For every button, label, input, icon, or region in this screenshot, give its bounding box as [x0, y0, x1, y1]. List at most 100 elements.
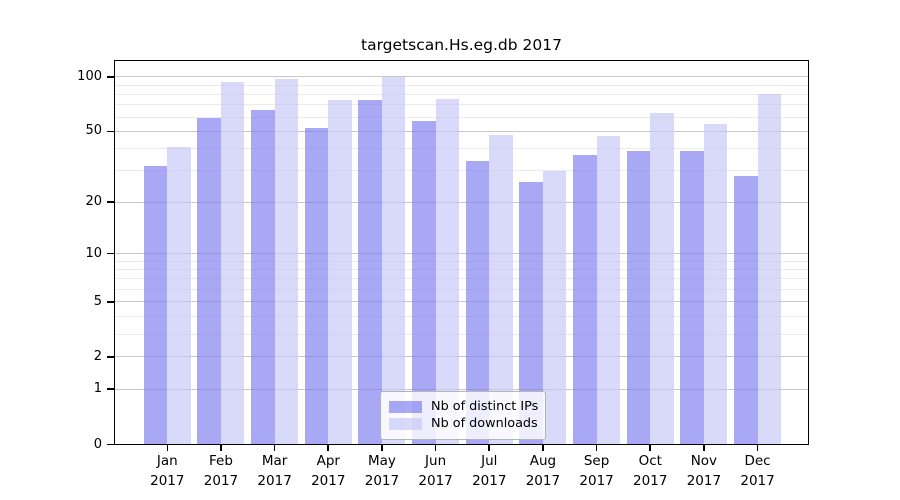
x-tick-label-mar: Mar 2017	[243, 451, 307, 492]
x-label-month: Jan	[156, 452, 178, 469]
legend-label-downloads: Nb of downloads	[431, 416, 538, 431]
x-label-month: Jul	[481, 452, 498, 469]
gridline-minor-60	[114, 116, 809, 118]
gridline-minor-90	[114, 84, 809, 86]
x-label-year: 2017	[364, 473, 400, 489]
x-label-month: Oct	[638, 452, 662, 469]
x-label-year: 2017	[257, 473, 292, 489]
bar-distinct-ips-oct	[626, 150, 651, 445]
gridline-major-50	[114, 130, 809, 132]
x-tick-nov	[703, 445, 705, 451]
bar-downloads-sep	[596, 136, 621, 445]
bar-downloads-may	[381, 76, 406, 445]
bar-distinct-ips-feb	[197, 118, 221, 445]
x-label-year: 2017	[311, 473, 346, 489]
bar-downloads-jan	[167, 146, 191, 445]
x-tick-jul	[488, 445, 491, 451]
x-tick-label-dec: Dec 2017	[726, 451, 790, 492]
y-tick-50	[107, 130, 114, 133]
y-tick-label-5: 5	[93, 293, 102, 309]
gridline-major-5	[114, 301, 809, 303]
x-tick-label-sep: Sep 2017	[565, 451, 629, 492]
x-label-year: 2017	[686, 473, 722, 489]
legend-swatch-downloads	[389, 417, 422, 430]
gridline-minor-80	[114, 93, 809, 95]
legend-label-distinct-ips: Nb of distinct IPs	[431, 399, 539, 414]
x-tick-oct	[649, 445, 652, 451]
y-tick-1	[107, 388, 114, 391]
x-label-month: Feb	[209, 452, 233, 469]
bar-downloads-feb	[220, 81, 245, 445]
x-tick-label-jul: Jul 2017	[457, 451, 521, 492]
bar-distinct-ips-aug	[519, 181, 543, 445]
gridline-minor-9	[114, 260, 809, 262]
bar-downloads-dec	[757, 94, 782, 445]
y-tick-label-2: 2	[93, 348, 102, 364]
gridline-minor-7	[114, 278, 809, 280]
y-tick-label-1: 1	[93, 381, 102, 397]
bar-distinct-ips-sep	[573, 154, 597, 445]
x-label-year: 2017	[472, 473, 507, 489]
y-tick-label-100: 100	[77, 68, 102, 84]
x-tick-label-may: May 2017	[350, 451, 414, 492]
y-tick-label-10: 10	[85, 245, 102, 261]
x-label-month: Jun	[425, 452, 447, 469]
x-tick-label-apr: Apr 2017	[296, 451, 360, 492]
gridline-minor-6	[114, 289, 809, 290]
x-label-year: 2017	[418, 473, 453, 489]
gridline-major-100	[114, 76, 809, 78]
gridline-minor-70	[114, 104, 809, 106]
gridline-major-2	[114, 356, 809, 358]
x-label-month: Mar	[261, 452, 288, 469]
x-tick-jan	[166, 445, 169, 451]
gridline-minor-8	[114, 268, 809, 270]
gridline-minor-3	[114, 333, 809, 335]
x-label-year: 2017	[525, 473, 561, 489]
x-label-year: 2017	[633, 473, 668, 489]
x-label-year: 2017	[740, 473, 775, 489]
x-label-year: 2017	[579, 473, 614, 489]
x-tick-label-oct: Oct 2017	[618, 451, 682, 492]
bar-distinct-ips-jan	[143, 166, 168, 445]
x-tick-apr	[327, 445, 330, 451]
bar-downloads-mar	[274, 78, 299, 445]
x-label-month: Dec	[744, 452, 771, 469]
gridline-major-10	[114, 253, 809, 254]
x-tick-mar	[273, 445, 276, 451]
x-tick-may	[381, 445, 383, 451]
x-tick-label-jan: Jan 2017	[135, 451, 199, 492]
gridline-minor-4	[114, 315, 809, 317]
x-label-month: May	[367, 452, 396, 469]
x-label-year: 2017	[150, 473, 185, 489]
x-label-month: Sep	[583, 452, 610, 469]
bar-distinct-ips-dec	[734, 176, 758, 445]
bar-downloads-jun	[435, 98, 460, 445]
y-tick-2	[107, 356, 114, 358]
bar-downloads-nov	[703, 123, 728, 445]
bar-downloads-jul	[489, 134, 513, 445]
bar-downloads-apr	[328, 99, 352, 445]
x-tick-jun	[434, 445, 437, 451]
x-label-year: 2017	[203, 473, 239, 489]
legend-item-distinct-ips: Nb of distinct IPs	[389, 399, 539, 414]
bar-distinct-ips-jul	[465, 161, 490, 445]
x-tick-label-aug: Aug 2017	[511, 451, 575, 492]
bar-downloads-aug	[542, 170, 567, 445]
x-tick-aug	[542, 445, 544, 451]
y-tick-100	[107, 76, 114, 78]
x-tick-label-nov: Nov 2017	[672, 451, 736, 492]
bar-distinct-ips-apr	[304, 128, 329, 445]
bar-distinct-ips-nov	[680, 150, 704, 445]
y-tick-10	[107, 252, 114, 255]
legend-item-downloads: Nb of downloads	[389, 416, 538, 431]
x-tick-dec	[756, 445, 759, 451]
legend-swatch-distinct-ips	[389, 400, 422, 413]
gridline-major-1	[114, 388, 809, 390]
chart-title: targetscan.Hs.eg.db 2017	[361, 36, 562, 54]
gridline-minor-30	[114, 170, 809, 172]
y-tick-label-20: 20	[85, 194, 102, 209]
x-label-month: Aug	[529, 452, 557, 469]
bar-distinct-ips-jun	[412, 121, 436, 445]
bar-distinct-ips-may	[358, 99, 382, 445]
